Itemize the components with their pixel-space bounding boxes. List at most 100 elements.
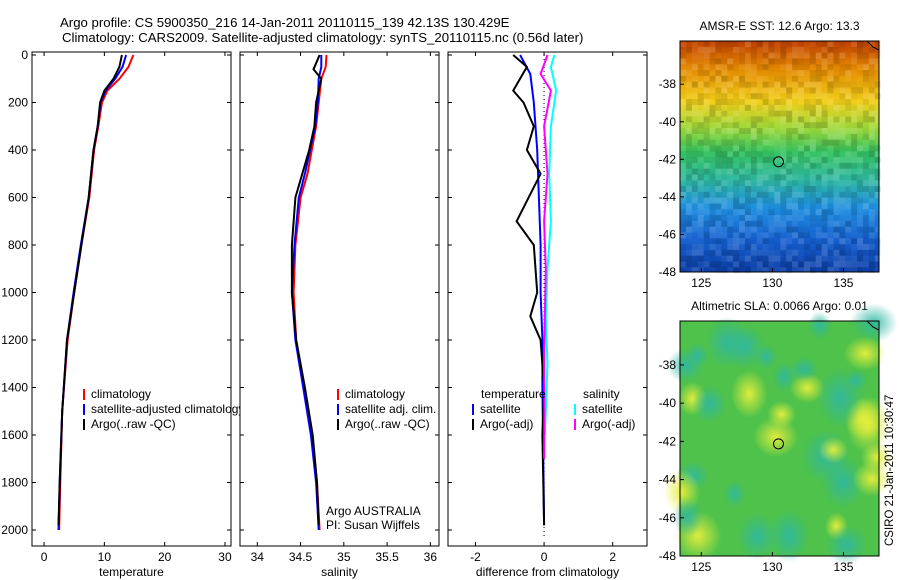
- sst-pixel: [715, 145, 722, 152]
- sst-pixel: [710, 93, 716, 99]
- sst-pixel: [756, 261, 763, 268]
- sst-pixel: [875, 134, 881, 140]
- sla-anomaly-blob: [807, 311, 832, 340]
- sst-pixel: [774, 104, 781, 111]
- sst-pixel: [757, 169, 763, 175]
- timestamp-label: CSIRO 21-Jan-2011 10:30:47: [884, 395, 896, 546]
- sst-pixel: [768, 87, 775, 94]
- sst-pixel: [815, 64, 822, 71]
- sst-pixel: [868, 232, 875, 239]
- sst-pixel: [857, 41, 863, 47]
- sst-pixel: [839, 238, 846, 245]
- sst-pixel: [868, 75, 875, 82]
- sst-pixel: [680, 168, 686, 175]
- sst-pixel: [774, 75, 781, 82]
- sst-pixel: [750, 267, 757, 274]
- sst-pixel: [851, 41, 858, 47]
- legend-label: Argo(-adj): [582, 417, 635, 431]
- sst-pixel: [762, 249, 769, 256]
- sst-pixel: [774, 250, 780, 256]
- sst-pixel: [804, 174, 810, 180]
- coastline: [866, 320, 880, 331]
- sst-pixel: [774, 81, 781, 88]
- sst-pixel: [792, 46, 799, 53]
- sst-pixel: [780, 174, 787, 181]
- sst-pixel: [833, 267, 840, 274]
- sst-pixel: [762, 104, 769, 111]
- sst-pixel: [709, 174, 716, 181]
- sst-pixel: [821, 104, 828, 111]
- sst-pixel: [697, 116, 704, 123]
- sst-pixel: [833, 99, 839, 105]
- sst-pixel: [857, 122, 863, 129]
- sst-pixel: [692, 58, 698, 64]
- sst-pixel: [810, 227, 816, 233]
- sst-pixel: [839, 58, 845, 64]
- sst-pixel: [774, 47, 780, 53]
- sst-pixel: [875, 209, 881, 215]
- sst-pixel: [786, 162, 793, 169]
- sla-anomaly-blob: [821, 456, 865, 509]
- sst-pixel: [680, 58, 686, 65]
- sla-anomaly-blob: [666, 348, 705, 383]
- sst-pixel: [703, 75, 710, 82]
- sst-pixel: [680, 238, 686, 244]
- sst-pixel: [875, 76, 881, 82]
- sst-pixel: [739, 99, 745, 105]
- sst-pixel: [680, 104, 686, 111]
- sst-pixel: [821, 52, 828, 59]
- sst-pixel: [709, 104, 716, 111]
- sst-pixel: [750, 220, 757, 227]
- sst-pixel: [751, 76, 757, 82]
- sst-pixel: [827, 203, 834, 210]
- x-tick-label: 2: [609, 550, 616, 564]
- sst-pixel: [733, 209, 740, 216]
- sst-pixel: [809, 99, 816, 105]
- sst-pixel: [839, 261, 846, 268]
- sst-pixel: [786, 47, 792, 53]
- sst-pixel: [828, 261, 834, 267]
- sst-pixel: [691, 180, 698, 187]
- sst-pixel: [774, 244, 781, 250]
- sst-pixel: [821, 93, 828, 100]
- sst-pixel: [839, 64, 846, 71]
- sst-pixel: [733, 221, 739, 227]
- sst-pixel: [680, 180, 686, 186]
- sst-pixel: [780, 162, 787, 169]
- map-panel-2: Altimetric SLA: 0.0066 Argo: 0.01 125 130 1…: [659, 299, 898, 574]
- sst-pixel: [780, 81, 787, 88]
- sst-pixel: [803, 64, 810, 71]
- sst-pixel: [774, 139, 781, 146]
- sst-pixel: [803, 58, 810, 65]
- sst-pixel: [827, 267, 834, 274]
- sst-pixel: [874, 122, 881, 129]
- sst-pixel: [680, 232, 686, 239]
- sst-pixel: [857, 110, 863, 117]
- sst-pixel: [756, 151, 763, 158]
- y-tick-label: 800: [8, 238, 28, 252]
- sst-pixel: [857, 134, 863, 140]
- sst-pixel: [763, 145, 769, 151]
- sst-pixel: [697, 122, 704, 129]
- sst-pixel: [845, 122, 851, 128]
- sst-pixel: [874, 81, 881, 88]
- sst-pixel: [833, 93, 839, 99]
- y-tick-label: 1400: [1, 381, 28, 395]
- sst-pixel: [721, 99, 728, 105]
- sst-pixel: [756, 197, 763, 204]
- sst-pixel: [750, 139, 757, 146]
- sst-pixel: [851, 151, 858, 158]
- sst-pixel: [691, 226, 698, 233]
- sst-pixel: [839, 93, 846, 100]
- sst-pixel: [768, 139, 775, 146]
- sst-pixel: [786, 191, 793, 198]
- sst-pixel: [756, 215, 763, 221]
- map-panel-1: AMSR-E SST: 12.6 Argo: 13.3 125 130 135 -38 -…: [659, 19, 881, 290]
- sst-pixel: [727, 145, 734, 152]
- sst-pixel: [845, 58, 851, 64]
- sst-pixel: [845, 209, 852, 216]
- sst-pixel: [839, 174, 845, 180]
- sst-pixel: [827, 46, 834, 53]
- sst-pixel: [703, 104, 710, 111]
- sst-pixel: [857, 215, 863, 221]
